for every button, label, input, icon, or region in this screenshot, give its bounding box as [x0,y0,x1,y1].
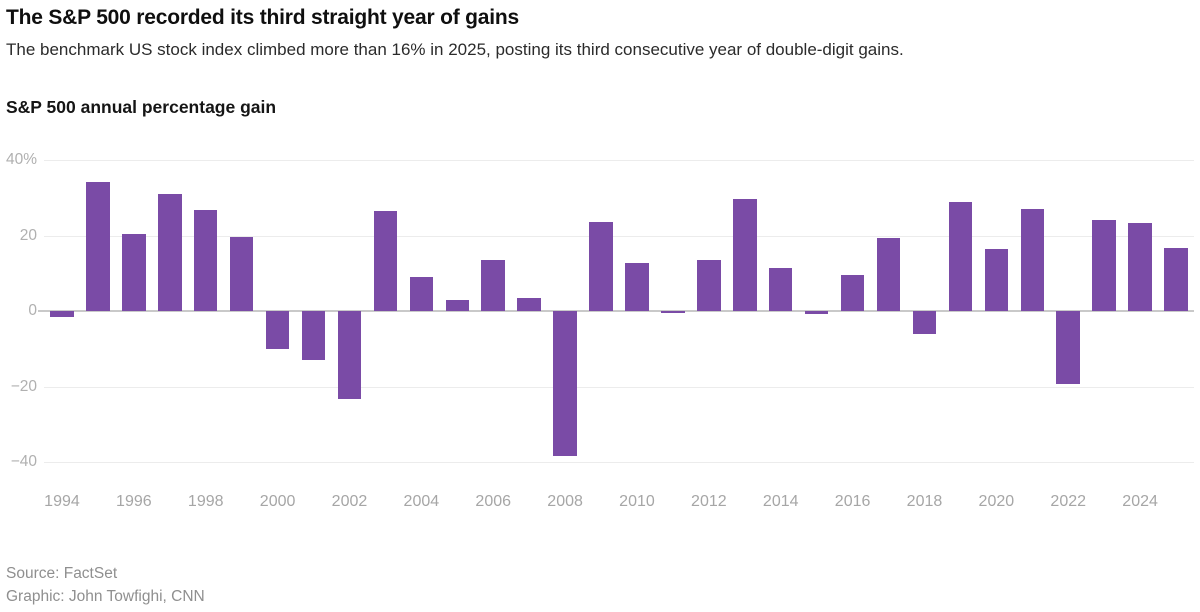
bar-2014 [768,267,793,311]
x-tick-label-2000: 2000 [259,493,296,510]
x-tick-label-2024: 2024 [1122,493,1158,510]
x-tick-label-2022: 2022 [1050,493,1087,510]
bar-1998 [193,210,218,311]
bar-2018 [912,311,937,335]
y-tick-label-0: 0 [28,302,37,319]
y-gridline-40 [44,160,1194,161]
bar-1999 [229,237,254,311]
x-tick-label-1996: 1996 [116,493,152,510]
bar-1997 [158,193,182,311]
x-tick-label-2002: 2002 [331,493,368,510]
bar-2007 [517,297,541,311]
x-tick-label-2006: 2006 [475,493,512,510]
bar-2000 [265,311,290,350]
credit-line: Graphic: John Towfighi, CNN [6,587,205,605]
plot-area: 1994 1996 1998 2000 2002 2004 2006 2008 2010 2012… [38,160,1194,510]
x-tick-label-2010: 2010 [619,493,655,510]
bar-2008 [553,311,577,457]
subtitle: The benchmark US stock index climbed mor… [6,40,904,59]
x-tick-label-2016: 2016 [834,493,871,510]
bar-2013 [733,199,757,311]
y-gridline--40 [44,462,1194,463]
bar-2012 [697,260,721,311]
chart-title: S&P 500 annual percentage gain [6,97,277,117]
bar-2006 [481,259,505,311]
bar-2001 [301,311,326,361]
x-tick-label-1994: 1994 [44,493,80,510]
x-tick-label-2004: 2004 [403,493,440,510]
bar-2024 [1128,223,1152,311]
bar-2010 [625,262,649,311]
source-line: Source: FactSet [6,565,118,582]
zero-baseline [38,310,1194,312]
y-gridline--20 [44,386,1194,388]
y-tick-label-20: 20 [19,226,37,244]
x-tick-label-2020: 2020 [978,493,1015,510]
x-tick-label-1998: 1998 [187,493,224,510]
x-tick-label-2008: 2008 [547,493,583,510]
bar-2022 [1056,311,1080,385]
bar-2023 [1092,219,1116,311]
bar-2011 [661,311,685,313]
bar-2002 [337,311,362,400]
y-tick-label-40: 40% [5,151,37,168]
bar-1995 [86,182,110,311]
bar-2009 [589,222,613,311]
chart-footer: Source: FactSet Graphic: John Towfighi, … [6,563,205,608]
x-tick-label-2018: 2018 [906,493,943,510]
bar-2025 [1164,248,1188,311]
bar-1994 [50,311,74,317]
bar-1996 [122,234,146,311]
y-gridline-20 [44,235,1194,237]
x-tick-label-2014: 2014 [762,493,799,510]
bar-2015 [804,311,829,314]
y-tick-label--40: −40 [10,453,37,470]
bar-2004 [409,277,434,311]
headline: The S&P 500 recorded its third straight … [6,6,519,29]
bar-2019 [948,201,973,311]
x-tick-label-2012: 2012 [691,493,727,510]
bar-2021 [1020,209,1045,311]
bar-2020 [984,249,1009,311]
bar-2003 [373,211,398,311]
bar-2017 [876,237,901,311]
bar-2016 [840,275,865,311]
bar-2005 [445,299,470,311]
y-tick-label--20: −20 [10,377,37,395]
